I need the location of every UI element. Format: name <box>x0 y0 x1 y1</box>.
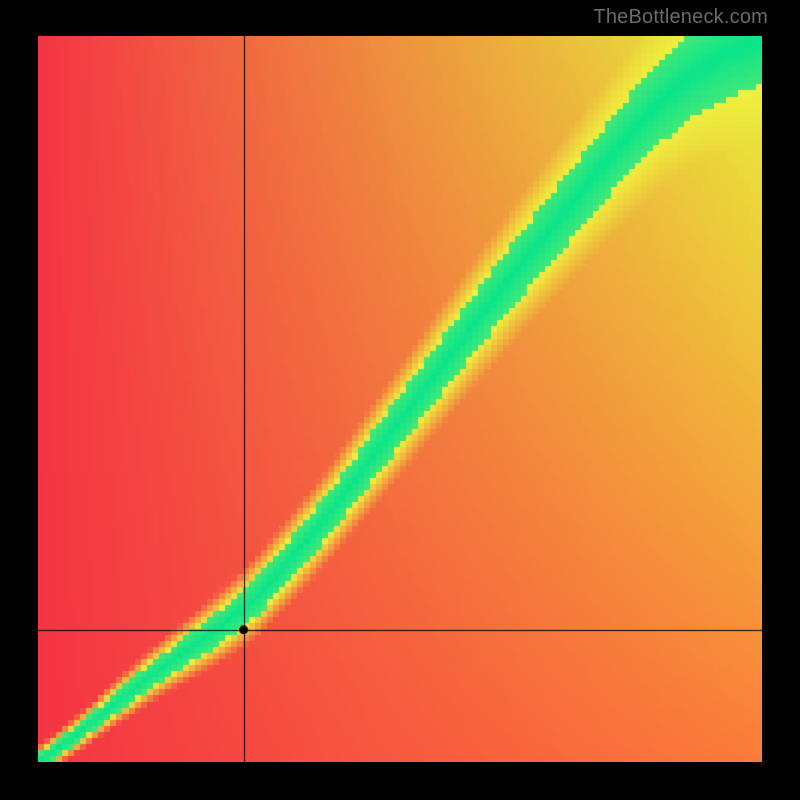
bottleneck-heatmap <box>38 36 762 762</box>
watermark-text: TheBottleneck.com <box>593 6 768 29</box>
figure-container: TheBottleneck.com <box>0 0 800 800</box>
